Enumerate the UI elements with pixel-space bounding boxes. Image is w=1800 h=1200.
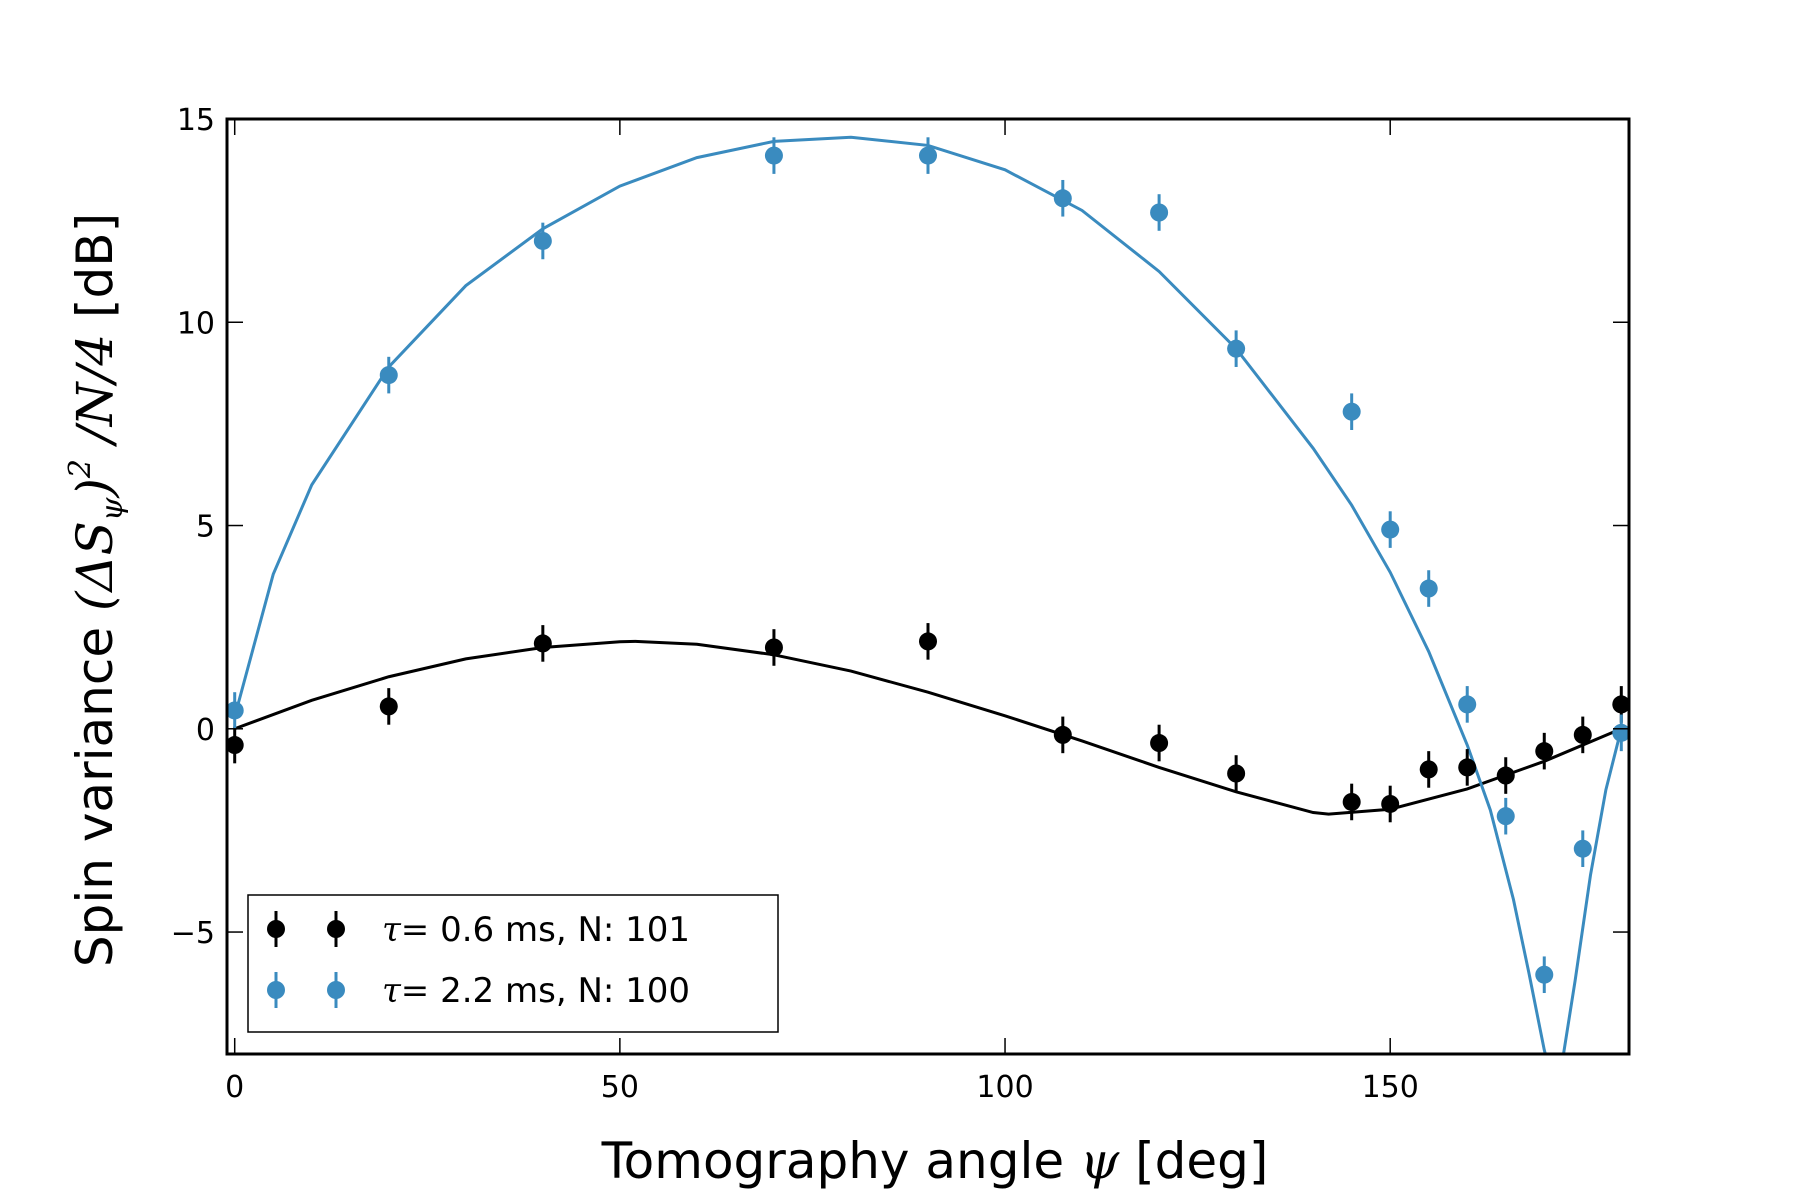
y-axis-title-subscript: ψ — [95, 497, 130, 521]
y-axis-title-superscript: 2 — [63, 459, 98, 479]
x-tick-label: 100 — [976, 1070, 1033, 1105]
data-point-series-1 — [764, 638, 783, 657]
data-point-series-1 — [1573, 725, 1592, 744]
y-tick-label: 10 — [177, 306, 215, 341]
data-point-series-1 — [1535, 742, 1554, 761]
data-point-series-1 — [1458, 758, 1477, 777]
plot-area — [227, 135, 1629, 1054]
legend-marker-series-1 — [327, 920, 345, 938]
data-point-series-1 — [1612, 695, 1629, 714]
data-point-series-1 — [1342, 792, 1361, 811]
data-point-series-1 — [227, 736, 244, 755]
y-tick-label: 15 — [177, 103, 215, 138]
data-point-series-2 — [1150, 203, 1169, 222]
data-point-series-1 — [533, 634, 552, 653]
axis-ticks — [227, 118, 1629, 1054]
y-tick-label: −5 — [171, 916, 215, 951]
legend: τ= 0.6 ms, N: 101 τ= 2.2 ms, N: 100 — [247, 894, 779, 1033]
data-point-series-2 — [1535, 965, 1554, 984]
legend-text-series-2: 2.2 ms, N: 100 — [429, 971, 690, 1011]
x-tick-label: 150 — [1362, 1070, 1419, 1105]
data-point-series-2 — [1496, 807, 1515, 826]
data-point-series-2 — [919, 146, 937, 165]
x-tick-label: 0 — [225, 1070, 244, 1105]
fit-curve-series-2 — [233, 135, 1623, 1054]
data-point-series-2 — [1381, 520, 1400, 539]
fit-curve-series-1 — [234, 639, 1622, 816]
data-point-series-1 — [1381, 794, 1400, 813]
data-point-series-1 — [1496, 766, 1515, 785]
legend-symbol-series-2: τ= — [382, 971, 429, 1011]
data-point-series-1 — [1053, 725, 1072, 744]
data-point-series-1 — [1150, 734, 1169, 753]
legend-marker-series-2 — [267, 981, 285, 999]
plot-frame — [225, 117, 1631, 1056]
legend-label-series-2: τ= 2.2 ms, N: 100 — [382, 971, 690, 1011]
data-point-series-2 — [1053, 189, 1072, 208]
legend-markers — [267, 911, 345, 1008]
data-point-series-2 — [764, 146, 783, 165]
data-point-series-1 — [1419, 760, 1438, 779]
legend-marker-series-2 — [327, 981, 345, 999]
data-point-series-2 — [1342, 402, 1361, 421]
y-axis-title: Spin variance (ΔSψ)2 /N/4 [dB] — [63, 213, 130, 967]
legend-label-series-1: τ= 0.6 ms, N: 101 — [382, 910, 690, 950]
y-axis-title-close: ) — [66, 478, 124, 499]
tick-labels: 0 50 100 150 −5 0 5 10 15 — [171, 103, 1419, 1105]
data-point-series-2 — [227, 701, 244, 720]
data-point-series-2 — [1227, 339, 1246, 358]
y-axis-title-normalization: /N/4 — [66, 334, 124, 459]
x-axis-title-symbol: ψ — [1080, 1132, 1120, 1190]
x-axis-title: Tomography angle ψ [deg] — [601, 1132, 1269, 1190]
data-point-series-2 — [1419, 579, 1438, 598]
y-axis-title-unit: [dB] — [66, 213, 124, 334]
y-tick-label: 5 — [196, 510, 215, 545]
data-point-series-2 — [1573, 839, 1592, 858]
data-point-series-2 — [379, 366, 398, 385]
y-tick-label: 0 — [196, 713, 215, 748]
data-point-series-1 — [919, 632, 937, 651]
legend-symbol-series-1: τ= — [382, 910, 429, 950]
y-axis-title-text: Spin variance — [66, 611, 124, 967]
data-point-series-1 — [1227, 764, 1246, 783]
x-axis-title-unit: [deg] — [1119, 1132, 1268, 1190]
legend-marker-series-1 — [267, 920, 285, 938]
x-tick-label: 50 — [601, 1070, 639, 1105]
data-point-series-2 — [533, 231, 552, 250]
y-axis-title-math: (ΔS — [66, 521, 124, 611]
legend-text-series-1: 0.6 ms, N: 101 — [429, 910, 690, 950]
data-point-series-1 — [379, 697, 398, 716]
data-point-series-2 — [1458, 695, 1477, 714]
x-axis-title-text: Tomography angle — [601, 1132, 1080, 1190]
